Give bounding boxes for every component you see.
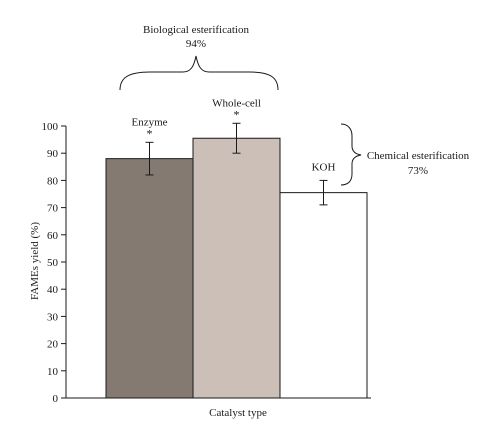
y-axis-label: FAMEs yield (%) [29,222,41,300]
bar-enzyme [105,158,194,399]
biological-bracket [119,55,279,91]
y-tick-label: 20 [47,339,59,351]
significance-marker: * [234,107,240,121]
category-label-whole-cell: Whole-cell [212,97,261,109]
y-tick-label: 10 [47,366,59,378]
chemical-esterification-label: Chemical esterification [367,150,470,162]
biological-esterification-label: Biological esterification [143,24,249,36]
chemical-esterification-value: 73% [408,165,428,177]
y-tick-label: 50 [47,257,59,269]
y-tick-label: 40 [47,284,59,296]
y-tick-label: 30 [47,311,59,323]
y-tick-label: 60 [47,230,59,242]
chemical-bracket [340,123,362,186]
biological-esterification-value: 94% [186,38,206,50]
category-label-enzyme: Enzyme [131,116,167,128]
category-label-koh: KOH [312,161,336,173]
y-tick-label: 70 [47,203,59,215]
significance-marker: * [147,126,153,140]
bar-whole-cell [192,137,281,399]
y-tick-label: 90 [47,148,59,160]
bar-koh [279,192,368,399]
x-axis-label: Catalyst type [209,407,267,419]
y-tick-label: 80 [47,175,59,187]
y-tick-label: 100 [42,121,59,133]
y-tick-label: 0 [53,393,59,405]
bars [105,122,368,399]
